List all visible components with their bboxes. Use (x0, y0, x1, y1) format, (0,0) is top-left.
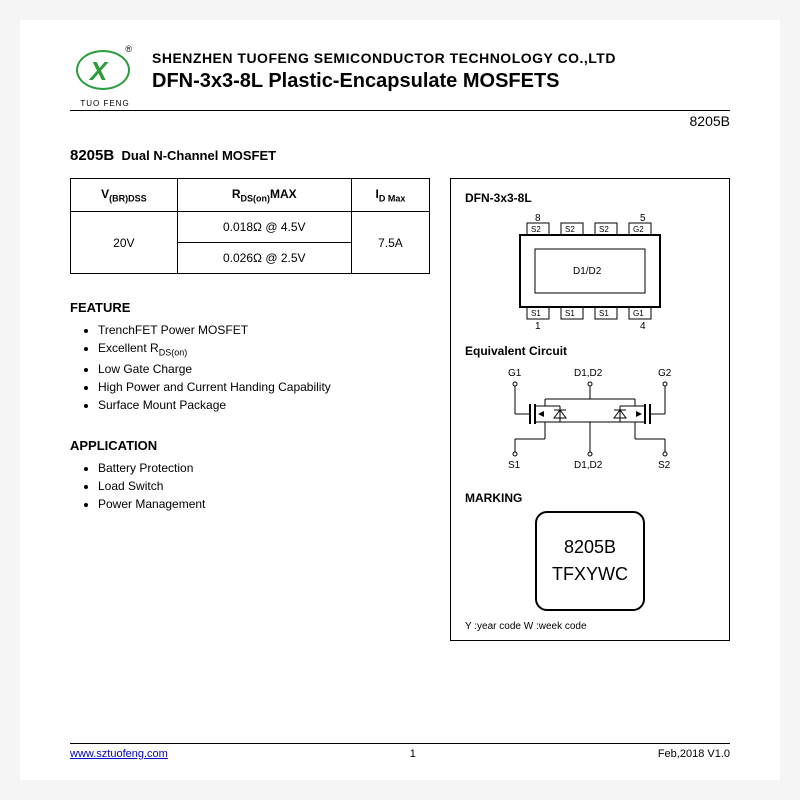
subtitle-desc: Dual N-Channel MOSFET (122, 148, 277, 163)
svg-text:S2: S2 (599, 225, 609, 234)
feature-heading: FEATURE (70, 300, 430, 315)
package-label: DFN-3x3-8L (465, 191, 715, 205)
logo-brand-text: TUO FENG (70, 99, 140, 108)
svg-text:S1: S1 (565, 309, 575, 318)
col-vbrdss: V(BR)DSS (71, 179, 178, 212)
part-number-top: 8205B (70, 113, 730, 129)
marking-line1: 8205B (564, 537, 616, 558)
application-list: Battery Protection Load Switch Power Man… (70, 461, 430, 511)
datasheet-page: X ® TUO FENG SHENZHEN TUOFENG SEMICONDUC… (20, 20, 780, 780)
svg-text:S1: S1 (508, 460, 521, 471)
marking-box: 8205B TFXYWC (535, 511, 645, 611)
svg-text:G2: G2 (658, 368, 672, 379)
footer-version: Feb,2018 V1.0 (658, 748, 730, 760)
right-column: DFN-3x3-8L 8 5 S2 S2 S2 G2 D1/D2 (450, 178, 730, 641)
svg-text:G1: G1 (633, 309, 644, 318)
package-diagram: 8 5 S2 S2 S2 G2 D1/D2 S1 S1 (465, 211, 715, 334)
equivalent-circuit-label: Equivalent Circuit (465, 344, 715, 358)
svg-text:S1: S1 (531, 309, 541, 318)
svg-text:D1,D2: D1,D2 (574, 460, 603, 471)
footer-page: 1 (410, 748, 416, 760)
col-rdson: RDS(on)MAX (177, 179, 351, 212)
cell-rds1: 0.018Ω @ 4.5V (177, 212, 351, 243)
company-logo: X ® TUO FENG (70, 50, 140, 100)
company-name: SHENZHEN TUOFENG SEMICONDUCTOR TECHNOLOG… (152, 50, 730, 66)
svg-text:1: 1 (535, 321, 541, 331)
left-column: V(BR)DSS RDS(on)MAX ID Max 20V 0.018Ω @ … (70, 178, 430, 641)
cell-rds2: 0.026Ω @ 2.5V (177, 243, 351, 274)
marking-label: MARKING (465, 491, 715, 505)
feature-item: High Power and Current Handing Capabilit… (98, 380, 430, 394)
pin-num-5: 5 (640, 213, 646, 224)
subtitle: 8205B Dual N-Channel MOSFET (70, 147, 730, 164)
svg-text:G1: G1 (508, 368, 522, 379)
svg-text:D1,D2: D1,D2 (574, 368, 603, 379)
equivalent-circuit-diagram: G1 D1,D2 G2 (465, 364, 715, 477)
cell-vbrdss: 20V (71, 212, 178, 274)
footer-url[interactable]: www.sztuofeng.com (70, 748, 168, 760)
parameters-table: V(BR)DSS RDS(on)MAX ID Max 20V 0.018Ω @ … (70, 178, 430, 274)
pin-num-8: 8 (535, 213, 541, 224)
feature-item: Surface Mount Package (98, 398, 430, 412)
header-rule (70, 110, 730, 111)
application-heading: APPLICATION (70, 438, 430, 453)
feature-list: TrenchFET Power MOSFET Excellent RDS(on)… (70, 323, 430, 411)
svg-text:S2: S2 (565, 225, 575, 234)
svg-text:S2: S2 (531, 225, 541, 234)
marking-note: Y :year code W :week code (465, 621, 715, 632)
svg-text:4: 4 (640, 321, 646, 331)
doc-title: DFN-3x3-8L Plastic-Encapsulate MOSFETS (152, 70, 730, 93)
svg-text:D1/D2: D1/D2 (573, 266, 602, 277)
feature-item: TrenchFET Power MOSFET (98, 323, 430, 337)
application-item: Power Management (98, 497, 430, 511)
svg-text:G2: G2 (633, 225, 644, 234)
cell-idmax: 7.5A (351, 212, 429, 274)
application-item: Battery Protection (98, 461, 430, 475)
feature-item: Excellent RDS(on) (98, 341, 430, 357)
header: X ® TUO FENG SHENZHEN TUOFENG SEMICONDUC… (70, 50, 730, 100)
feature-item: Low Gate Charge (98, 362, 430, 376)
footer: www.sztuofeng.com 1 Feb,2018 V1.0 (70, 743, 730, 760)
application-item: Load Switch (98, 479, 430, 493)
col-idmax: ID Max (351, 179, 429, 212)
svg-text:S1: S1 (599, 309, 609, 318)
marking-line2: TFXYWC (552, 564, 628, 585)
svg-text:S2: S2 (658, 460, 671, 471)
subtitle-part: 8205B (70, 147, 114, 164)
